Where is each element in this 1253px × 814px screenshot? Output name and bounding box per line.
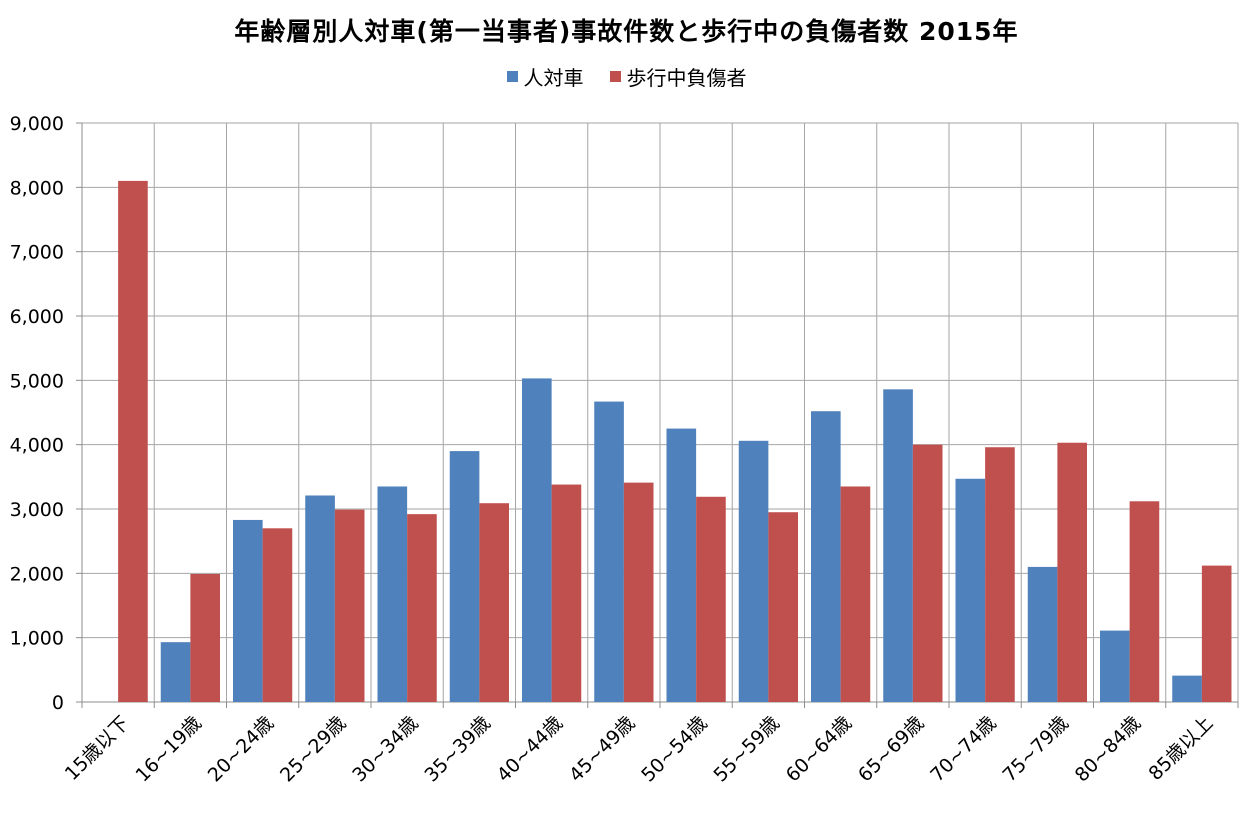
x-category-label: 80~84歳 bbox=[1071, 712, 1145, 786]
x-category-label: 70~74歳 bbox=[926, 712, 1000, 786]
y-tick-label: 5,000 bbox=[10, 370, 64, 392]
legend-swatch-series-1 bbox=[506, 71, 518, 82]
bar-series-1-11 bbox=[811, 411, 841, 702]
x-category-label: 30~34歳 bbox=[348, 712, 422, 786]
bar-series-1-8 bbox=[594, 401, 624, 702]
y-tick-label: 2,000 bbox=[10, 563, 64, 585]
y-tick-label: 8,000 bbox=[10, 177, 64, 199]
bar-series-1-14 bbox=[1027, 566, 1058, 702]
bar-series-2-2 bbox=[190, 573, 220, 702]
bar-series-2-7 bbox=[551, 484, 582, 702]
bar-series-1-16 bbox=[1172, 675, 1202, 702]
bar-series-1-12 bbox=[883, 389, 913, 702]
x-category-label: 65~69歳 bbox=[854, 712, 928, 786]
x-category-label: 85歳以上 bbox=[1144, 712, 1217, 785]
legend-item-series-2: 歩行中負傷者 bbox=[609, 62, 747, 91]
bar-series-1-15 bbox=[1100, 630, 1130, 702]
bar-series-2-5 bbox=[407, 514, 437, 702]
x-category-label: 16~19歳 bbox=[131, 712, 205, 786]
x-category-label: 75~79歳 bbox=[998, 712, 1072, 786]
x-category-label: 20~24歳 bbox=[204, 712, 278, 786]
legend: 人対車 歩行中負傷者 bbox=[0, 62, 1253, 91]
bar-series-1-4 bbox=[305, 495, 335, 702]
legend-label-series-1: 人対車 bbox=[523, 66, 584, 90]
bar-series-2-3 bbox=[262, 528, 293, 702]
y-tick-label: 3,000 bbox=[10, 499, 64, 521]
y-tick-label: 1,000 bbox=[10, 628, 64, 650]
x-category-label: 40~44歳 bbox=[493, 712, 567, 786]
y-tick-label: 9,000 bbox=[10, 113, 64, 135]
x-category-label: 15歳以下 bbox=[61, 712, 134, 785]
bar-series-2-1 bbox=[118, 180, 148, 702]
bar-series-1-5 bbox=[377, 486, 408, 702]
bar-series-1-7 bbox=[522, 378, 552, 702]
bar-series-2-14 bbox=[1057, 442, 1087, 702]
bar-series-1-13 bbox=[955, 478, 986, 702]
x-category-label: 60~64歳 bbox=[782, 712, 856, 786]
bar-series-2-12 bbox=[912, 444, 943, 702]
bar-series-2-4 bbox=[334, 509, 365, 702]
legend-label-series-2: 歩行中負傷者 bbox=[626, 66, 747, 90]
bar-series-2-10 bbox=[768, 512, 798, 702]
bar-series-2-9 bbox=[696, 496, 726, 702]
bar-series-1-6 bbox=[449, 451, 480, 702]
x-category-label: 45~49歳 bbox=[565, 712, 639, 786]
bar-series-2-6 bbox=[479, 503, 509, 702]
bar-series-1-9 bbox=[666, 428, 697, 702]
x-category-label: 55~59歳 bbox=[709, 712, 783, 786]
x-category-label: 35~39歳 bbox=[420, 712, 494, 786]
bar-series-1-10 bbox=[738, 440, 769, 702]
bar-series-2-13 bbox=[985, 447, 1015, 702]
y-tick-label: 6,000 bbox=[10, 306, 64, 328]
bar-series-2-8 bbox=[623, 482, 654, 702]
bar-series-2-11 bbox=[840, 486, 871, 702]
y-tick-label: 7,000 bbox=[10, 242, 64, 264]
bar-series-1-3 bbox=[233, 519, 263, 702]
bar-series-2-16 bbox=[1201, 565, 1232, 702]
bar-series-1-2 bbox=[160, 642, 191, 702]
chart-title: 年齢層別人対車(第一当事者)事故件数と歩行中の負傷者数 2015年 bbox=[234, 17, 1019, 46]
legend-swatch-series-2 bbox=[609, 71, 621, 82]
bar-series-2-15 bbox=[1129, 501, 1160, 702]
y-tick-label: 0 bbox=[52, 692, 64, 714]
x-category-label: 50~54歳 bbox=[637, 712, 711, 786]
legend-item-series-1: 人対車 bbox=[506, 62, 584, 91]
x-category-label: 25~29歳 bbox=[276, 712, 350, 786]
y-tick-label: 4,000 bbox=[10, 435, 64, 457]
